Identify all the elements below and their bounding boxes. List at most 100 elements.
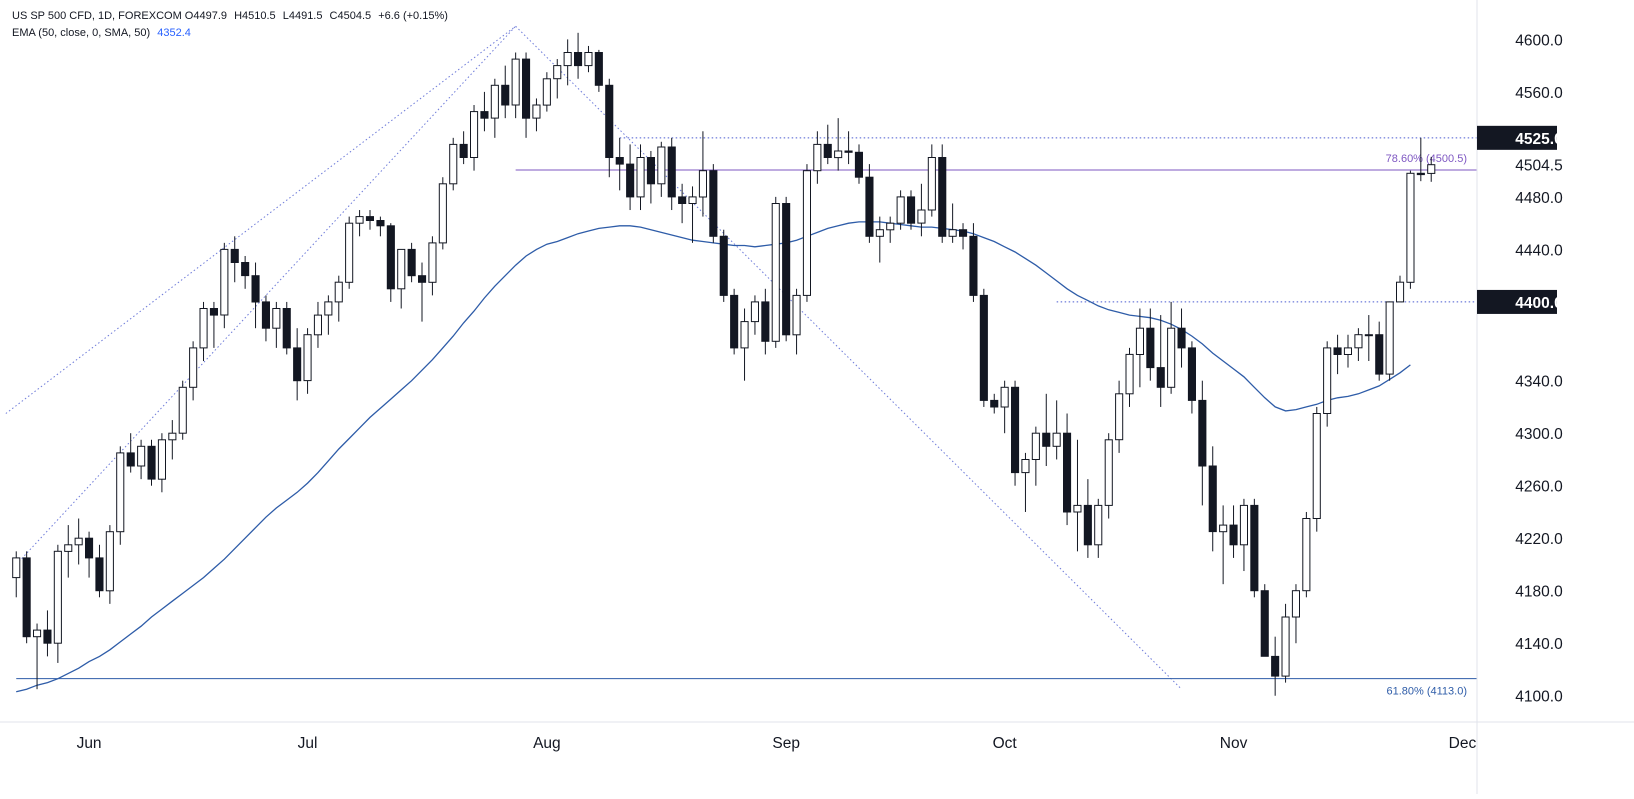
candle-70 bbox=[740, 308, 749, 381]
candle-124 bbox=[1302, 511, 1311, 598]
candle-14 bbox=[157, 433, 166, 493]
candle-112 bbox=[1177, 308, 1186, 368]
candle-body bbox=[95, 557, 104, 592]
candle-66 bbox=[698, 131, 708, 217]
candle-body bbox=[157, 439, 166, 480]
candle-12 bbox=[137, 439, 146, 480]
y-tick-label: 4220.0 bbox=[1515, 531, 1563, 548]
candle-body bbox=[1281, 616, 1290, 677]
candle-body bbox=[1073, 504, 1082, 513]
candle-body bbox=[116, 452, 125, 533]
candle-body bbox=[1291, 590, 1301, 618]
candle-61 bbox=[646, 150, 656, 204]
candle-body bbox=[813, 143, 822, 172]
candle-114 bbox=[1198, 380, 1207, 506]
candle-body bbox=[1364, 334, 1373, 337]
candle-45 bbox=[480, 91, 489, 132]
candle-59 bbox=[626, 144, 635, 211]
y-tick-label: 4260.0 bbox=[1515, 479, 1563, 496]
candle-15 bbox=[168, 420, 177, 460]
trendline-outer-channel bbox=[5, 25, 516, 414]
candle-4 bbox=[53, 544, 62, 663]
candle-38 bbox=[407, 242, 416, 283]
candle-body bbox=[199, 308, 208, 349]
candle-body bbox=[324, 301, 333, 316]
candle-body bbox=[1271, 655, 1280, 677]
candle-body bbox=[1146, 327, 1155, 369]
candle-21 bbox=[230, 236, 239, 283]
candle-body bbox=[1239, 504, 1249, 546]
candle-body bbox=[1011, 386, 1020, 474]
candle-68 bbox=[719, 229, 728, 302]
candle-body bbox=[85, 537, 94, 559]
candles-layer bbox=[12, 32, 1436, 696]
candle-115 bbox=[1208, 446, 1217, 552]
candle-76 bbox=[802, 164, 812, 302]
candle-50 bbox=[532, 98, 541, 132]
candle-body bbox=[105, 531, 114, 592]
candle-body bbox=[719, 235, 728, 296]
candle-body bbox=[740, 321, 749, 349]
candle-body bbox=[938, 157, 947, 237]
candle-body bbox=[230, 248, 239, 263]
candle-body bbox=[74, 537, 83, 546]
candle-body bbox=[1208, 465, 1217, 533]
candle-body bbox=[709, 170, 718, 237]
candle-body bbox=[844, 150, 853, 153]
candle-body bbox=[1354, 334, 1363, 349]
candle-88 bbox=[927, 144, 936, 217]
candle-62 bbox=[657, 141, 666, 197]
candle-body bbox=[1104, 439, 1113, 506]
candle-53 bbox=[563, 39, 572, 86]
ohlc-close: C4504.5 bbox=[329, 10, 372, 22]
candle-47 bbox=[501, 65, 510, 119]
candle-body bbox=[636, 157, 645, 198]
candle-body bbox=[990, 399, 999, 408]
candle-body bbox=[730, 294, 739, 349]
candle-103 bbox=[1083, 479, 1092, 558]
candle-body bbox=[1177, 327, 1186, 349]
candle-body bbox=[761, 301, 770, 342]
candle-body bbox=[522, 58, 531, 119]
candle-80 bbox=[844, 131, 853, 165]
candle-body bbox=[407, 248, 416, 277]
candle-body bbox=[834, 150, 843, 159]
candle-17 bbox=[189, 341, 198, 401]
candle-136 bbox=[1427, 156, 1436, 182]
candle-121 bbox=[1271, 636, 1280, 696]
candle-body bbox=[667, 146, 676, 198]
candle-body bbox=[1375, 334, 1384, 375]
candle-48 bbox=[511, 52, 520, 119]
ema-label: EMA (50, close, 0, SMA, 50) bbox=[12, 27, 151, 39]
candle-37 bbox=[397, 248, 406, 309]
candle-122 bbox=[1281, 603, 1290, 683]
candle-105 bbox=[1104, 433, 1113, 519]
candle-body bbox=[1396, 281, 1405, 303]
candle-body bbox=[1343, 347, 1353, 355]
candle-65 bbox=[688, 186, 697, 243]
candle-56 bbox=[594, 49, 603, 92]
candle-116 bbox=[1219, 505, 1228, 585]
candle-128 bbox=[1343, 334, 1353, 368]
trendline-decline-line bbox=[515, 25, 1182, 690]
chart-legend: US SP 500 CFD, 1D, FOREXCOM O4497.9 H451… bbox=[12, 8, 448, 42]
candle-85 bbox=[896, 190, 905, 230]
ema-legend-row[interactable]: EMA (50, close, 0, SMA, 50) 4352.4 bbox=[12, 25, 448, 42]
candle-118 bbox=[1239, 498, 1249, 572]
candle-body bbox=[418, 275, 427, 283]
candle-100 bbox=[1052, 400, 1061, 460]
candle-1 bbox=[22, 551, 31, 644]
candle-43 bbox=[459, 131, 468, 165]
candle-41 bbox=[438, 177, 447, 250]
candle-99 bbox=[1042, 393, 1051, 467]
x-tick-label-nov: Nov bbox=[1220, 735, 1248, 752]
candle-body bbox=[646, 157, 656, 185]
candle-body bbox=[355, 216, 364, 224]
x-tick-label-sep: Sep bbox=[772, 735, 800, 752]
x-tick-label-dec: Dec bbox=[1449, 735, 1477, 752]
candle-body bbox=[334, 281, 343, 303]
price-tag-4400.0: 4400.0 bbox=[1515, 295, 1562, 312]
candle-8 bbox=[95, 544, 104, 598]
